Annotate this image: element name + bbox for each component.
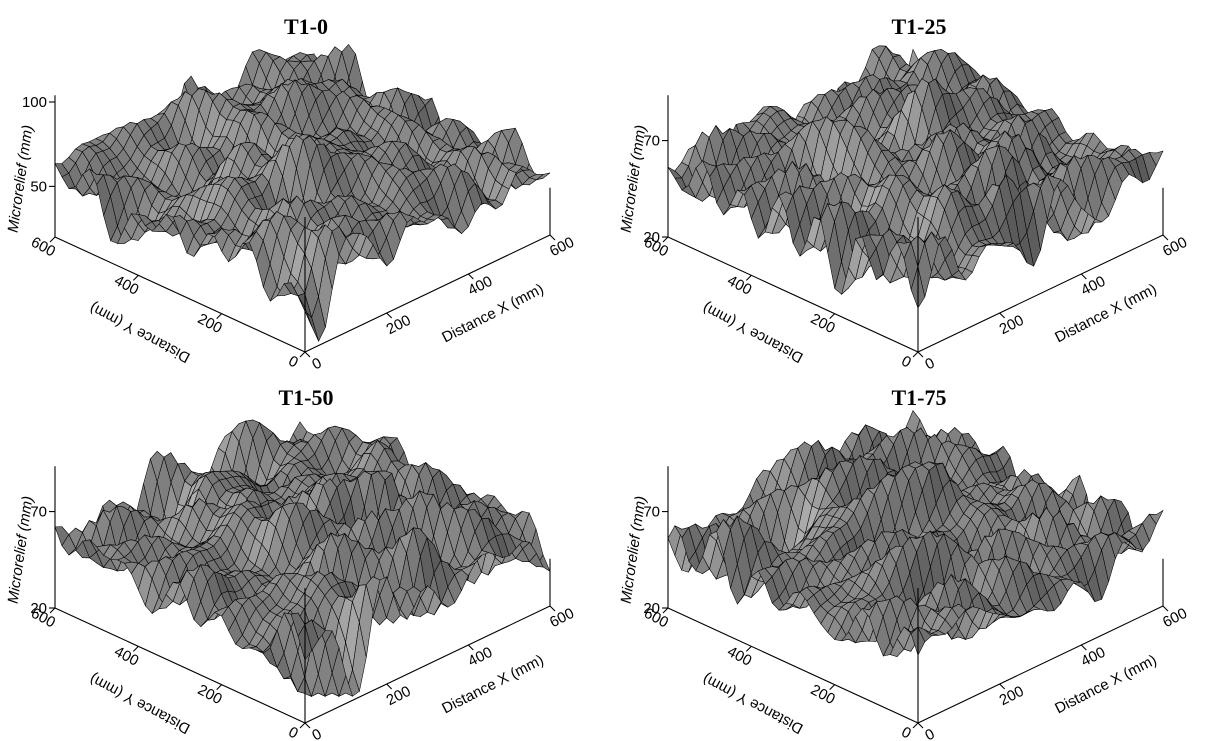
x-tick-label: 400 [465, 644, 495, 671]
y-tick-mark [216, 684, 223, 691]
x-tick-mark [1080, 273, 1087, 280]
surface-panel-t1-50: T1-50 0 200 400 600 Distance X (mm) 0 200 400 60… [0, 371, 613, 741]
x-tick-mark [386, 312, 393, 319]
x-tick-label: 200 [997, 312, 1027, 339]
y-axis-label: Distance Y (mm) [87, 299, 193, 366]
x-axis-label: Distance X (mm) [439, 281, 546, 347]
x-axis-label: Distance X (mm) [439, 652, 546, 718]
x-tick-label: 0 [309, 726, 324, 741]
y-tick-mark [299, 722, 306, 729]
x-axis-label: Distance X (mm) [1052, 281, 1159, 347]
x-tick-mark [549, 605, 556, 612]
surface-panel-t1-75: T1-75 0 200 400 600 Distance X (mm) 0 200 400 60… [613, 371, 1226, 741]
x-tick-mark [999, 312, 1006, 319]
y-tick-label: 0 [285, 724, 300, 741]
y-tick-label: 0 [898, 353, 913, 370]
chart-title: T1-75 [892, 385, 947, 410]
y-axis-label: Distance Y (mm) [87, 670, 193, 737]
surface-panel-t1-25: T1-25 0 200 400 600 Distance X (mm) 0 200 400 60… [613, 0, 1226, 370]
y-tick-mark [745, 274, 752, 281]
z-tick-label: 50 [30, 178, 47, 195]
z-axis-label: Microrelief (mm) [5, 495, 37, 605]
y-tick-mark [299, 351, 306, 358]
surface-mesh [54, 419, 551, 698]
z-tick-label: 70 [643, 133, 660, 150]
chart-title: T1-25 [892, 14, 947, 39]
x-axis-line [304, 605, 551, 724]
x-tick-label: 600 [1160, 234, 1190, 261]
y-axis-line [667, 236, 919, 353]
x-tick-label: 600 [547, 234, 577, 261]
y-tick-mark [132, 274, 139, 281]
surface-panel-t1-0: T1-0 0 200 400 600 Distance X (mm) 0 200 400 600… [0, 0, 613, 370]
x-tick-mark [1162, 234, 1169, 241]
x-tick-mark [467, 273, 474, 280]
y-tick-mark [49, 236, 56, 243]
x-axis-line [304, 234, 551, 353]
y-axis-line [54, 236, 306, 353]
y-tick-mark [662, 236, 669, 243]
z-tick-label: 20 [30, 600, 47, 617]
x-tick-mark [549, 234, 556, 241]
z-tick-label: 100 [22, 94, 47, 111]
surface-mesh [667, 410, 1164, 658]
x-tick-label: 200 [384, 683, 414, 710]
x-tick-label: 400 [1078, 273, 1108, 300]
x-tick-label: 0 [309, 355, 324, 370]
x-tick-mark [467, 644, 474, 651]
y-tick-mark [49, 607, 56, 614]
x-tick-label: 400 [465, 273, 495, 300]
surface-mesh [667, 45, 1164, 309]
z-tick-label: 20 [643, 229, 660, 246]
x-tick-label: 200 [384, 312, 414, 339]
y-tick-mark [216, 313, 223, 320]
surface-mesh [54, 44, 551, 343]
x-tick-label: 600 [547, 605, 577, 632]
y-axis-label: Distance Y (mm) [700, 299, 806, 366]
x-tick-mark [304, 722, 311, 729]
x-tick-mark [386, 683, 393, 690]
y-tick-mark [912, 351, 919, 358]
x-axis-line [917, 234, 1164, 353]
z-tick-label: 70 [30, 504, 47, 521]
chart-title: T1-0 [284, 14, 328, 39]
x-tick-mark [304, 351, 311, 358]
x-tick-mark [917, 351, 924, 358]
y-tick-label: 0 [285, 353, 300, 370]
z-axis-label: Microrelief (mm) [618, 124, 650, 234]
y-tick-mark [132, 645, 139, 652]
y-axis-line [54, 607, 306, 724]
y-tick-mark [829, 313, 836, 320]
chart-title: T1-50 [279, 385, 334, 410]
x-tick-label: 0 [922, 355, 937, 370]
